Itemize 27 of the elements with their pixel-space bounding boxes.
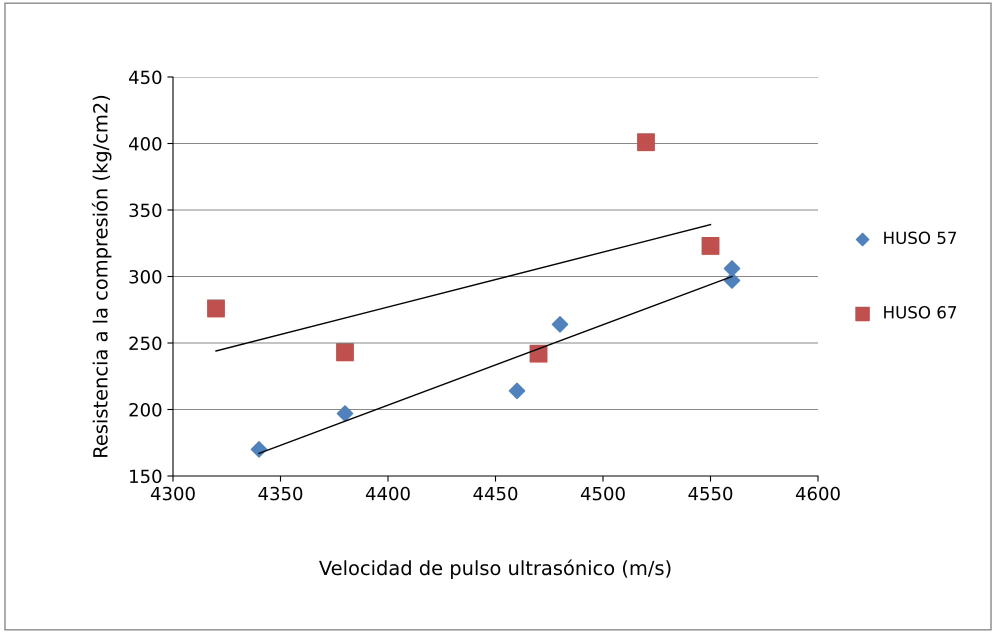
x-tick-label: 4350 [258, 486, 302, 500]
point [250, 441, 268, 458]
legend-label: HUSO 57 [884, 231, 956, 244]
point [207, 300, 225, 318]
x-tick-label: 4300 [150, 486, 195, 500]
y-tick-label: 400 [129, 136, 162, 151]
point [552, 316, 568, 333]
x-tick-label: 4400 [366, 486, 410, 500]
y-tick-label: 300 [129, 270, 162, 284]
point [336, 405, 354, 422]
x-tick-label: 4500 [580, 486, 625, 500]
x-tick-label: 4550 [688, 486, 732, 500]
x-tick-label: 4600 [796, 486, 840, 500]
y-tick-label: 150 [130, 469, 162, 484]
point [336, 343, 354, 362]
point [637, 133, 655, 152]
point [702, 237, 720, 255]
y-axis-title: Resistencia a la compresión (kg/cm2) [92, 96, 112, 457]
point [508, 382, 526, 400]
y-tick-label: 200 [129, 402, 162, 417]
y-tick-label: 350 [129, 203, 162, 218]
point [530, 344, 548, 363]
x-axis-title: Velocidad de pulso ultrasónico (m/s) [319, 559, 670, 580]
y-tick-label: 250 [129, 336, 162, 350]
y-tick-label: 450 [129, 70, 162, 84]
legend-label: HUSO 67 [884, 306, 956, 319]
x-tick-label: 4450 [473, 486, 518, 500]
